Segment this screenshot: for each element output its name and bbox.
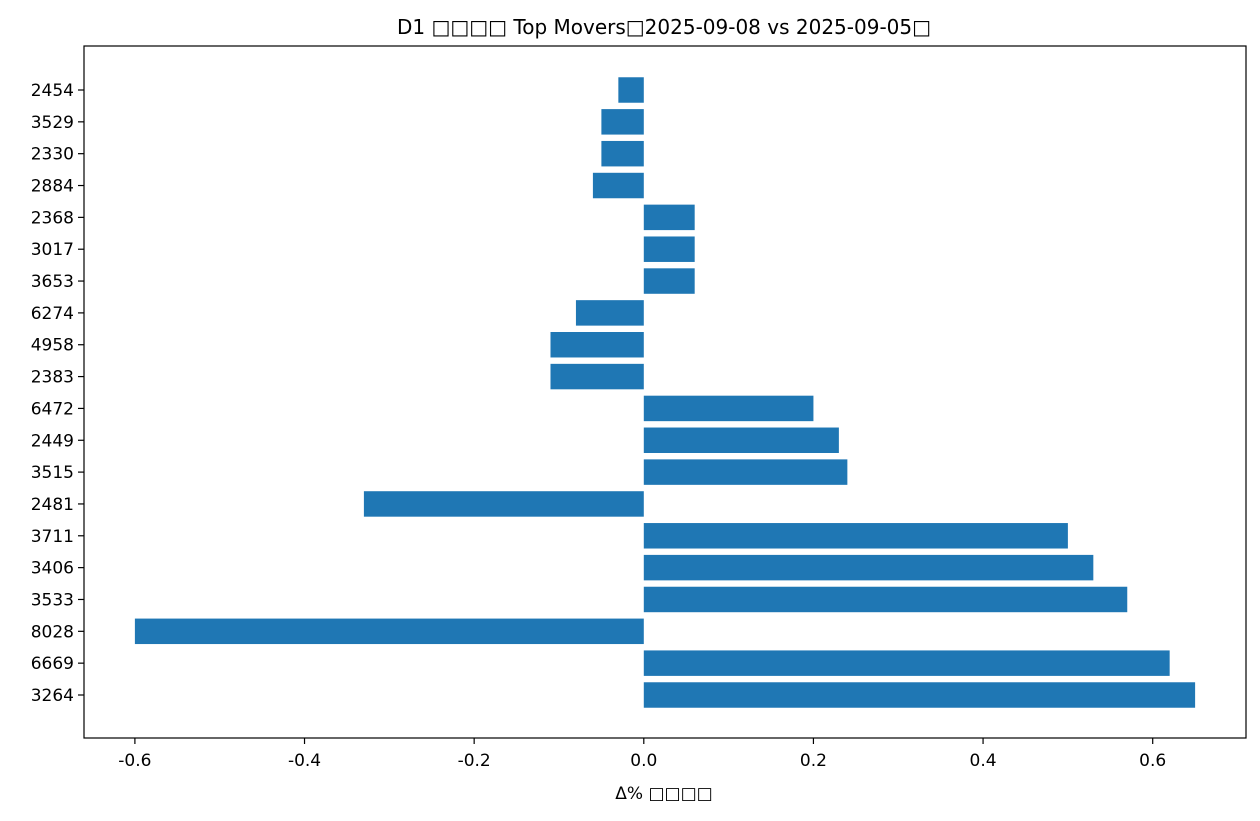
y-tick-label: 4958 (31, 336, 74, 356)
y-tick-label: 2383 (31, 368, 74, 388)
x-axis-label: Δ% □□□□ (615, 784, 712, 804)
bar-2449 (643, 427, 839, 453)
y-tick-label: 3017 (31, 240, 74, 260)
x-tick-label: 0.6 (1139, 751, 1166, 771)
y-tick-label: 8028 (31, 622, 74, 642)
bar-4958 (550, 332, 644, 358)
y-tick-label: 3533 (31, 590, 74, 610)
bar-3533 (643, 586, 1128, 613)
bar-3529 (601, 109, 644, 135)
y-tick-label: 2481 (31, 495, 74, 515)
bar-2330 (601, 140, 644, 167)
bar-8028 (134, 618, 644, 645)
bar-3711 (643, 523, 1068, 549)
y-tick-label: 3711 (31, 527, 74, 547)
y-tick-label: 3406 (31, 559, 74, 579)
bar-3017 (643, 236, 695, 262)
bar-6472 (643, 395, 814, 422)
y-tick-label: 3264 (31, 686, 74, 706)
y-tick-label: 6472 (31, 399, 74, 419)
bar-3515 (643, 459, 848, 485)
y-tick-label: 3529 (31, 113, 74, 133)
bar-2383 (550, 363, 644, 390)
x-tick-label: 0.0 (630, 751, 657, 771)
bar-3264 (643, 682, 1196, 708)
y-tick-label: 2454 (31, 81, 74, 101)
x-axis-ticks: -0.6 -0.4 -0.2 0.0 0.2 0.4 0.6 (118, 738, 1166, 771)
bar-2454 (618, 77, 644, 103)
bar-3653 (643, 268, 695, 294)
bar-2884 (592, 172, 644, 199)
x-tick-label: -0.4 (288, 751, 321, 771)
y-tick-label: 2330 (31, 145, 74, 165)
x-tick-label: -0.2 (458, 751, 491, 771)
bars-layer (134, 77, 1196, 708)
y-axis-ticks: 3264 6669 8028 3533 3406 3711 2481 3515 2449 6472… (31, 81, 84, 706)
y-tick-label: 2368 (31, 208, 74, 228)
y-tick-label: 2884 (31, 177, 74, 197)
chart-title: D1 □□□□ Top Movers□2025-09-08 vs 2025-09… (397, 15, 931, 39)
x-tick-label: -0.6 (118, 751, 151, 771)
bar-6274 (575, 300, 644, 326)
y-tick-label: 2449 (31, 431, 74, 451)
bar-3406 (643, 554, 1094, 581)
bar-6669 (643, 650, 1170, 676)
y-tick-label: 6669 (31, 654, 74, 674)
bar-2368 (643, 204, 695, 231)
bar-2481 (363, 491, 644, 517)
x-tick-label: 0.4 (970, 751, 997, 771)
x-tick-label: 0.2 (800, 751, 827, 771)
y-tick-label: 3515 (31, 463, 74, 483)
y-tick-label: 3653 (31, 272, 74, 292)
y-tick-label: 6274 (31, 304, 74, 324)
plot-frame (83, 45, 1247, 739)
